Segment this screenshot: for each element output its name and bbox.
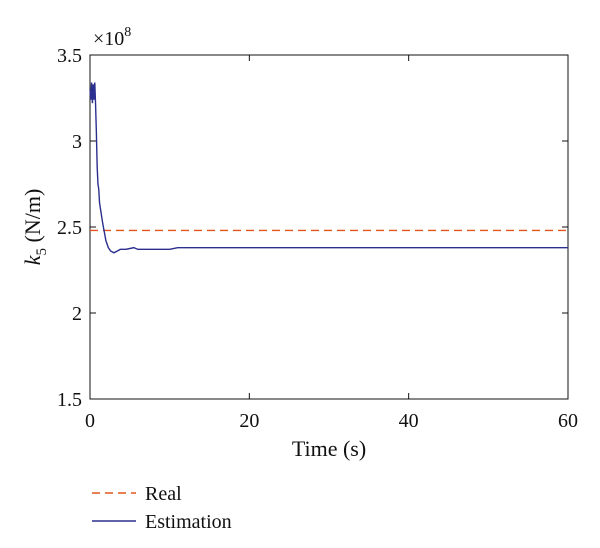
x-axis-label: Time (s) (292, 436, 366, 461)
axis-ticks: 0 20 40 60 1.5 2 2.5 3 3.5 (57, 45, 578, 432)
y-tick-label-1: 2 (72, 303, 82, 325)
legend-label-estimation: Estimation (145, 511, 232, 533)
legend-label-real: Real (145, 483, 182, 505)
x-tick-label-0: 0 (85, 410, 95, 432)
legend: Real Estimation (92, 483, 232, 533)
x-tick-label-1: 20 (239, 410, 259, 432)
y-axis-label: k5 (N/m) (20, 189, 50, 266)
y-multiplier-exponent: 8 (124, 25, 131, 40)
x-tick-label-2: 40 (399, 410, 419, 432)
plot-area-frame (89, 54, 569, 400)
y-tick-label-0: 1.5 (57, 389, 82, 411)
y-tick-label-4: 3.5 (57, 45, 82, 67)
y-tick-label-2: 2.5 (57, 217, 82, 239)
y-tick-label-3: 3 (72, 131, 82, 153)
x-tick-label-3: 60 (558, 410, 578, 432)
y-multiplier-label: ×108 (93, 25, 131, 50)
plot-marks (89, 82, 568, 254)
series-line-estimation (89, 82, 568, 254)
